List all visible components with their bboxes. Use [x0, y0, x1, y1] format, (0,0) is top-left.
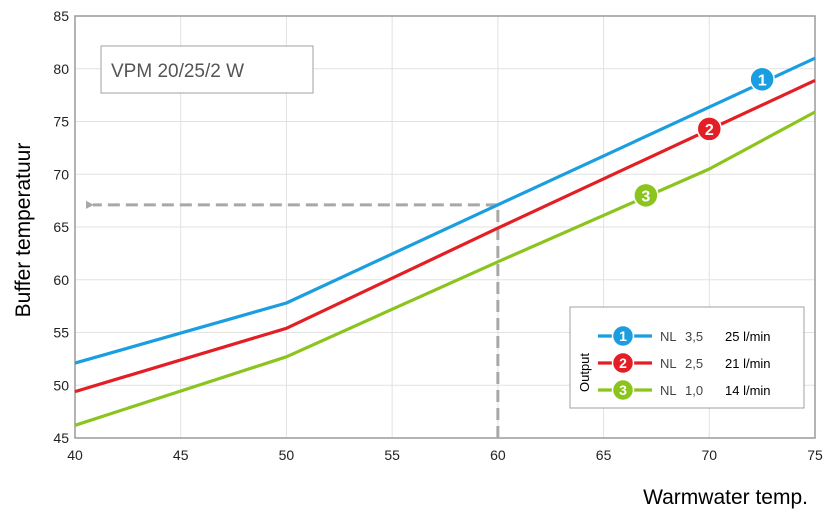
y-tick-label: 50 — [53, 377, 69, 393]
series-marker-3 — [633, 182, 659, 209]
legend-nl-value: 3,5 — [685, 329, 703, 344]
chart-title: VPM 20/25/2 W — [111, 61, 244, 82]
y-axis-label: Buffer temperatuur — [12, 143, 35, 318]
series-marker-2 — [696, 116, 723, 142]
x-tick-label: 70 — [701, 447, 717, 463]
legend-marker-1 — [611, 324, 635, 348]
x-tick-label: 60 — [490, 447, 506, 463]
series-marker-label: 2 — [705, 122, 714, 139]
series-marker-label: 3 — [641, 188, 650, 205]
legend-nl-label: NL — [660, 383, 677, 398]
legend: Output 1 NL 3,5 25 l/min 2 NL 2,5 21 l/min 3 NL 1,0… — [569, 306, 805, 409]
legend-flow: 25 l/min — [725, 329, 771, 344]
legend-marker-2 — [611, 351, 635, 375]
legend-marker-label: 2 — [619, 355, 627, 371]
y-tick-label: 70 — [53, 166, 69, 182]
legend-nl-value: 2,5 — [685, 356, 703, 371]
y-tick-label: 45 — [53, 430, 69, 446]
x-tick-label: 40 — [67, 447, 83, 463]
series-lines: 1 2 3 — [74, 56, 816, 427]
y-tick-label: 75 — [53, 114, 69, 130]
y-tick-label: 80 — [53, 61, 69, 77]
plot-frame — [74, 15, 816, 439]
legend-nl-label: NL — [660, 329, 677, 344]
y-tick-label: 55 — [53, 325, 69, 341]
readout-annotation — [86, 200, 500, 438]
series-line-2 — [74, 78, 816, 394]
x-tick-label: 50 — [279, 447, 295, 463]
legend-marker-label: 3 — [619, 382, 627, 398]
legend-flow: 21 l/min — [725, 356, 771, 371]
legend-nl-value: 1,0 — [685, 383, 703, 398]
legend-title: Output — [577, 353, 592, 392]
x-tick-label: 75 — [807, 447, 823, 463]
x-tick-label: 45 — [173, 447, 189, 463]
y-tick-label: 85 — [53, 8, 69, 24]
series-line-3 — [74, 110, 816, 427]
series-marker-1 — [749, 66, 775, 93]
y-tick-label: 60 — [53, 272, 69, 288]
x-tick-label: 65 — [596, 447, 612, 463]
legend-marker-3 — [611, 378, 635, 402]
series-line-1 — [74, 56, 816, 365]
legend-marker-label: 1 — [619, 328, 627, 344]
title-box: VPM 20/25/2 W — [100, 45, 314, 94]
legend-nl-label: NL — [660, 356, 677, 371]
y-tick-label: 65 — [53, 219, 69, 235]
legend-flow: 14 l/min — [725, 383, 771, 398]
x-tick-label: 55 — [384, 447, 400, 463]
series-marker-label: 1 — [758, 72, 767, 89]
x-axis-label: Warmwater temp. — [643, 486, 808, 509]
